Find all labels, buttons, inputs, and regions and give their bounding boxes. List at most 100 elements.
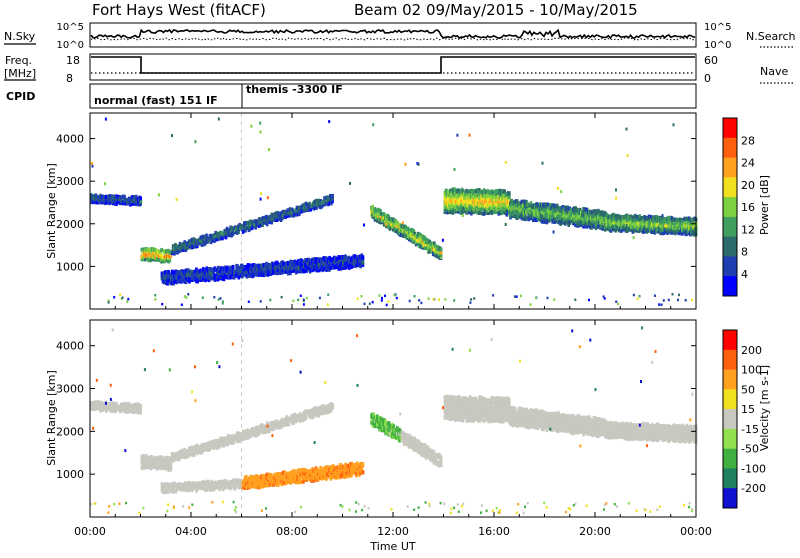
speckle-echo (505, 161, 507, 164)
noise-echo (248, 301, 250, 304)
noise-echo (685, 299, 687, 302)
speckle-echo (372, 123, 374, 126)
speckle-echo (104, 182, 106, 185)
noise-echo (418, 299, 420, 302)
noise-echo (260, 300, 262, 303)
echo-cell (170, 466, 173, 470)
speckle-echo (385, 223, 387, 226)
noise-echo (691, 299, 693, 302)
freq-left-tick-top: 18 (66, 54, 80, 67)
echo-band (171, 194, 334, 256)
speckle-echo (267, 196, 269, 199)
power-data (90, 113, 697, 309)
noise-echo (357, 298, 359, 301)
echo-cell (120, 403, 123, 407)
echo-cell (331, 194, 334, 198)
echo-cell (139, 196, 142, 200)
echo-cell (120, 195, 123, 199)
speckle-echo (404, 163, 406, 166)
speckle-echo (456, 134, 458, 137)
noise-search-line (91, 38, 695, 40)
speckle-echo (462, 214, 464, 217)
echo-band (161, 253, 365, 285)
speckle-echo (91, 162, 93, 165)
freq-right-tick-top: 60 (704, 54, 718, 67)
speckle-echo (633, 236, 635, 239)
echo-cell (246, 428, 249, 432)
noise-echo (409, 300, 411, 303)
speckle-echo (92, 165, 94, 168)
speckle-echo (171, 134, 173, 137)
noise-echo (281, 296, 283, 299)
speckle-echo (260, 131, 262, 134)
echo-cell (479, 207, 482, 211)
echo-band (509, 199, 606, 232)
colorbar-tick-label: 12 (741, 223, 755, 236)
colorbar-tick-label: 28 (741, 134, 755, 147)
noise-echo (535, 297, 537, 300)
noise-echo (444, 298, 446, 301)
noise-echo (220, 297, 222, 300)
colorbar-tick-label: 4 (741, 268, 748, 281)
speckle-echo (505, 223, 507, 226)
noise-echo (678, 294, 680, 297)
echo-cell (190, 446, 193, 450)
noise-echo (433, 298, 435, 301)
noise-echo (369, 303, 371, 306)
noise-echo (414, 295, 416, 298)
echo-cell (308, 258, 311, 262)
echo-band (141, 247, 173, 264)
noise-echo (492, 294, 494, 297)
noise-echo (428, 298, 430, 301)
noise-echo (126, 300, 128, 303)
cpid-mode-normal: normal (fast) 151 IF (94, 94, 218, 107)
echo-band (242, 462, 365, 491)
speckle-echo (673, 123, 675, 126)
noise-echo (108, 301, 110, 304)
noise-echo (122, 297, 124, 300)
noise-echo (161, 303, 163, 306)
speckle-echo (105, 118, 107, 121)
noise-echo (516, 295, 518, 298)
noise-echo (269, 299, 271, 302)
noise-echo (393, 294, 395, 297)
noise-echo (672, 293, 674, 296)
noise-echo (372, 301, 374, 304)
colorbar-swatch (723, 118, 737, 138)
power-y-axis-label: Slant Range [km] (45, 163, 58, 259)
echo-band (90, 400, 142, 414)
echo-cell (320, 257, 323, 261)
noise-echo (574, 299, 576, 302)
speckle-echo (615, 197, 617, 200)
freq-panel-frame (90, 54, 696, 80)
noise-echo (520, 295, 522, 298)
colorbar-swatch (723, 237, 737, 257)
noise-echo (187, 293, 189, 296)
noise-echo (327, 294, 329, 297)
echo-cell (597, 209, 600, 213)
echo-cell (135, 402, 138, 406)
echo-cell (105, 195, 108, 199)
echo-cell (440, 247, 443, 251)
freq-label-line2: [MHz] (4, 67, 36, 80)
noise-echo (381, 297, 383, 300)
noise-echo (381, 299, 383, 302)
noise-right-tick-bottom: 10^0 (704, 40, 731, 51)
speckle-echo (328, 120, 330, 123)
noise-echo (663, 299, 665, 302)
noise-echo (438, 298, 440, 301)
cpid-label: CPID (6, 90, 35, 103)
echo-cell (160, 248, 163, 252)
echo-band (605, 213, 697, 237)
colorbar-swatch (723, 217, 737, 237)
noise-echo (661, 304, 663, 307)
noise-echo (113, 296, 115, 299)
noise-echo (553, 298, 555, 301)
echo-cell (139, 404, 142, 408)
freq-left-tick-bottom: 8 (66, 72, 73, 85)
noise-echo (387, 300, 389, 303)
echo-cell (268, 429, 271, 433)
colorbar-swatch (723, 197, 737, 217)
